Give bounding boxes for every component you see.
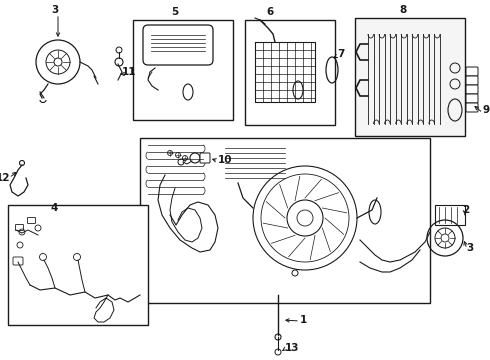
- Text: 3: 3: [466, 243, 473, 253]
- Text: 10: 10: [218, 155, 232, 165]
- FancyBboxPatch shape: [16, 225, 24, 230]
- FancyBboxPatch shape: [466, 103, 478, 112]
- Text: 5: 5: [172, 7, 179, 17]
- Text: 4: 4: [50, 203, 57, 213]
- Text: 13: 13: [285, 343, 299, 353]
- Text: 6: 6: [267, 7, 273, 17]
- FancyBboxPatch shape: [466, 67, 478, 76]
- Bar: [8, 205, 148, 325]
- FancyBboxPatch shape: [27, 217, 35, 224]
- Bar: [255, 42, 315, 102]
- FancyBboxPatch shape: [466, 85, 478, 94]
- Text: 1: 1: [300, 315, 307, 325]
- Text: 7: 7: [337, 49, 344, 59]
- Text: 12: 12: [0, 173, 10, 183]
- FancyBboxPatch shape: [200, 153, 210, 163]
- FancyBboxPatch shape: [466, 76, 478, 85]
- Bar: [140, 138, 430, 303]
- Bar: [245, 20, 335, 125]
- FancyBboxPatch shape: [466, 94, 478, 103]
- Text: 2: 2: [462, 205, 469, 215]
- Bar: [133, 20, 233, 120]
- Text: 8: 8: [399, 5, 407, 15]
- FancyBboxPatch shape: [143, 25, 213, 65]
- Bar: [355, 18, 465, 136]
- FancyBboxPatch shape: [13, 257, 23, 265]
- Text: 9: 9: [482, 105, 489, 115]
- Text: 11: 11: [122, 67, 137, 77]
- Text: 3: 3: [51, 5, 59, 15]
- Bar: [435, 205, 465, 225]
